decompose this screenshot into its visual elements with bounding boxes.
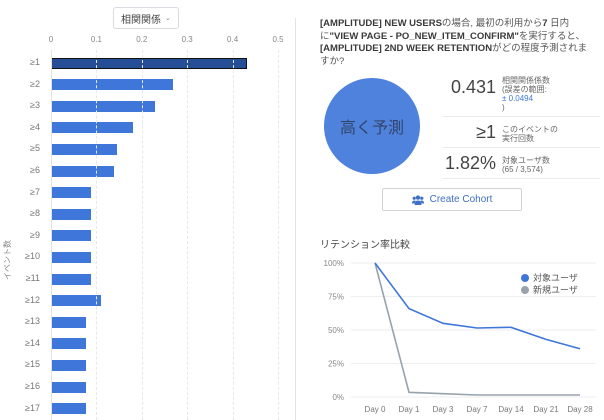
correlation-bar[interactable] [51,143,117,155]
x-axis-tick: 0.1 [90,35,102,44]
series-line [374,262,581,350]
correlation-bar[interactable] [51,403,86,415]
x-axis-tick: Day 28 [567,405,593,414]
stat-value: ≥1 [476,122,496,142]
correlation-bar[interactable] [51,295,101,307]
prediction-label: 高く予測 [339,120,404,137]
correlation-bar[interactable] [51,208,91,220]
x-axis-tick: 0.3 [181,35,193,44]
retention-line-chart: 0% 25% 50% 75% 100% Day 0 Day 1 Day 3 Day 7 Day 1… [324,259,596,414]
x-axis-tick: 0.2 [136,35,148,44]
category-label: ≥10 [25,251,40,262]
y-axis-tick: 0% [332,393,344,402]
stat-correlation: 0.431 相関関係係数 (誤差の範囲: ± 0.0494 ) [442,72,600,117]
correlation-bar[interactable] [51,381,86,393]
category-label: ≥14 [25,337,40,348]
detail-panel: [AMPLITUDE] NEW USERSの場合, 最初の利用から7 日内に"V… [296,0,604,420]
correlation-bar[interactable] [51,251,91,263]
correlation-bar[interactable] [51,79,173,91]
retention-title: リテンション率比較 [320,240,410,251]
x-axis-tick: Day 7 [467,405,488,414]
category-label: ≥2 [30,78,40,89]
legend-dot-icon [521,286,529,294]
metric-selector-label: 相関関係 [121,14,161,26]
question-text: [AMPLITUDE] NEW USERSの場合, 最初の利用から7 日内に"V… [320,18,588,67]
panel-divider [295,18,296,420]
correlation-bar[interactable] [51,230,91,242]
category-label: ≥3 [30,100,40,111]
category-label: ≥6 [30,165,40,175]
x-axis-tick: 0 [48,35,54,44]
metric-selector[interactable]: 相関関係 ⌄ [113,7,179,29]
y-axis-tick: 100% [324,259,344,268]
correlation-bar[interactable] [51,273,91,285]
stat-value: 0.431 [450,77,496,97]
x-axis-tick: Day 1 [399,405,420,414]
category-label: ≥1 [30,57,40,67]
correlation-bar[interactable] [51,165,115,177]
x-axis-tick: Day 14 [498,405,524,414]
y-axis-tick: 25% [328,360,344,369]
category-label: ≥11 [25,273,40,283]
correlation-bar[interactable] [51,122,133,134]
legend-item-new[interactable]: 新規ユーザ [521,284,578,296]
correlation-bar[interactable] [51,187,91,199]
stat-event-count: ≥1 このイベントの 実行回数 [442,117,600,148]
x-axis-tick: 0.5 [272,35,284,44]
stat-user-ratio: 1.82% 対象ユーザ数 (65 / 3,574) [442,148,600,179]
gridline [278,50,279,420]
correlation-bar[interactable] [51,100,155,112]
category-label: ≥16 [25,381,40,391]
stat-label: 相関関係係数 (誤差の範囲: ± 0.0494 ) [502,76,550,112]
correlation-bar[interactable] [51,57,247,69]
stat-label: 対象ユーザ数 (65 / 3,574) [502,156,550,174]
create-cohort-button[interactable]: Create Cohort [382,188,522,211]
series-line [374,262,580,396]
gridline [141,50,143,420]
y-axis-tick: 75% [328,293,344,302]
x-axis-tick: Day 3 [433,405,454,414]
error-margin-link[interactable]: ± 0.0494 [502,94,534,103]
category-label: ≥9 [30,229,40,240]
y-axis-line [51,50,52,420]
category-label: ≥4 [30,121,40,132]
legend-item-target[interactable]: 対象ユーザ [521,272,578,284]
legend-dot-icon [521,274,529,282]
category-label: ≥8 [30,208,40,219]
stats-list: 0.431 相関関係係数 (誤差の範囲: ± 0.0494 ) ≥1 このイベン… [442,72,600,179]
category-label: ≥12 [25,294,40,305]
correlation-panel: 相関関係 ⌄ イベント数 0 0.1 0.2 0.3 0.4 0.5 ≥1 ≥2 ≥3 ≥4 ≥5 ≥… [0,0,295,420]
gridline [232,50,234,420]
stat-value: 1.82% [444,153,496,173]
y-axis-tick: 50% [328,326,344,335]
y-axis-title: イベント数 [3,240,12,280]
category-label: ≥15 [25,359,40,370]
category-label: ≥5 [30,143,40,154]
category-label: ≥7 [30,186,40,197]
x-axis-tick: Day 21 [533,405,559,414]
create-cohort-label: Create Cohort [429,194,493,205]
gridline [187,50,189,420]
chevron-down-icon: ⌄ [165,15,171,22]
x-axis-tick: 0.4 [227,35,239,44]
category-label: ≥13 [25,316,40,327]
category-label: ≥17 [25,402,40,413]
users-icon [411,194,424,205]
stat-label: このイベントの 実行回数 [502,125,558,143]
retention-legend: 対象ユーザ 新規ユーザ [521,272,578,296]
gridline [96,50,98,420]
correlation-bar[interactable] [51,359,86,371]
correlation-bar[interactable] [51,338,86,350]
x-axis-tick: Day 0 [365,405,386,414]
prediction-circle: 高く予測 [324,78,420,174]
correlation-bar[interactable] [51,316,86,328]
